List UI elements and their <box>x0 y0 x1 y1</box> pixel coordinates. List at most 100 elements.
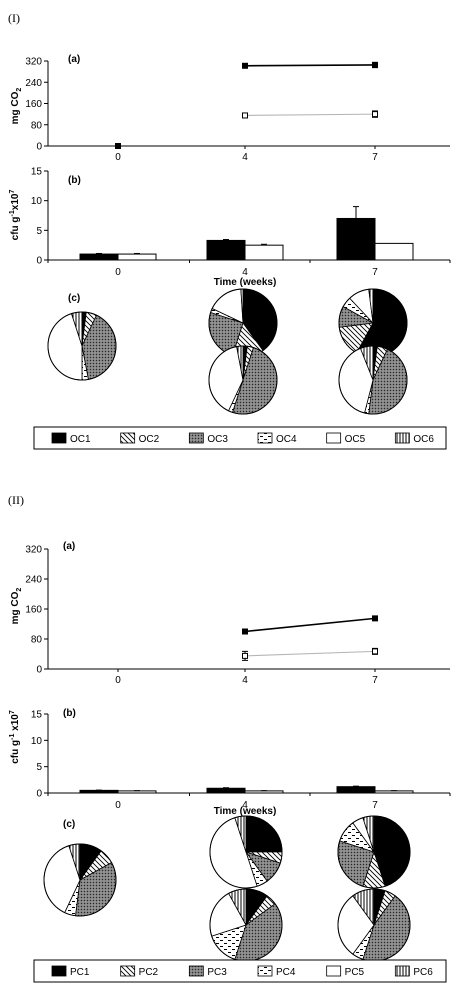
I-cfu-bar-series-1 <box>79 253 119 261</box>
I-co2-series-1-line <box>244 64 376 67</box>
II-cfu-ytick-label: 0 <box>36 789 42 800</box>
II-cfu-bar-series-1 <box>206 787 246 794</box>
II-cfu-bar-series-1 <box>336 786 376 794</box>
II-legend-label-PC5: PC5 <box>345 967 365 978</box>
I-legend-label-OC6: OC6 <box>413 434 434 445</box>
II-co2-ytick-label: 0 <box>36 665 42 676</box>
panel-I-c-label: (c) <box>68 293 80 304</box>
II-legend-swatch-PC1 <box>51 965 67 977</box>
I-cfu-xtick-label: 4 <box>242 267 248 278</box>
I-cfu-ytick-label: 5 <box>36 226 42 237</box>
panel-I-cfu-ylabel: cfu g-1x107 <box>9 190 21 241</box>
II-pie-1-outline <box>43 843 117 917</box>
II-cfu-bar-series-2 <box>374 790 414 794</box>
I-cfu-bar-series-2 <box>117 253 157 261</box>
I-co2-xtick-label: 7 <box>372 152 378 163</box>
I-legend-swatch-OC1 <box>51 432 67 444</box>
II-legend-label-PC6: PC6 <box>413 967 433 978</box>
II-legend-swatch-PC5 <box>326 965 342 977</box>
II-legend-swatch-PC2 <box>120 965 136 977</box>
I-legend-label-OC1: OC1 <box>70 434 91 445</box>
II-co2-series-2-line <box>244 650 376 657</box>
I-co2-point <box>372 61 378 68</box>
I-legend-swatch-OC6 <box>394 432 410 444</box>
II-cfu-bar-series-1 <box>79 789 119 794</box>
panel-I-label: (I) <box>8 11 20 25</box>
II-cfu-xtick-label: 0 <box>115 800 121 811</box>
II-cfu-ytick-label: 10 <box>31 736 43 747</box>
II-legend-label-PC3: PC3 <box>207 967 227 978</box>
II-cfu-ytick-label: 5 <box>36 762 42 773</box>
II-legend-swatch-PC4 <box>257 965 273 977</box>
I-co2-ytick-label: 240 <box>25 78 42 89</box>
I-co2-point <box>372 111 378 118</box>
II-legend-label-PC2: PC2 <box>139 967 159 978</box>
I-co2-point <box>242 62 248 69</box>
I-cfu-bar-series-1 <box>336 217 376 261</box>
I-co2-ytick-label: 320 <box>25 57 42 68</box>
I-cfu-bar-series-2 <box>374 242 414 261</box>
I-legend-swatch-OC2 <box>120 432 136 444</box>
I-cfu-ytick-label: 15 <box>31 167 43 178</box>
II-co2-ytick-label: 160 <box>25 605 42 616</box>
I-cfu-bar-series-1 <box>206 239 246 261</box>
I-pie-5-outline <box>338 345 408 415</box>
II-legend-box <box>33 959 447 983</box>
panel-II-xlabel: Time (weeks) <box>214 806 277 817</box>
II-co2-xtick-label: 0 <box>115 675 121 686</box>
II-co2-ytick-label: 80 <box>31 635 43 646</box>
I-pie-1-outline <box>47 311 117 381</box>
I-legend-label-OC2: OC2 <box>139 434 160 445</box>
I-legend-swatch-OC4 <box>257 432 273 444</box>
I-co2-ytick-label: 80 <box>31 120 43 131</box>
I-co2-xtick-label: 4 <box>242 152 248 163</box>
I-co2-xtick-label: 0 <box>115 152 121 163</box>
II-pie-2-outline <box>209 815 283 889</box>
I-legend-swatch-OC3 <box>188 432 204 444</box>
II-legend-swatch-PC3 <box>188 965 204 977</box>
II-co2-ytick-label: 240 <box>25 575 42 586</box>
I-cfu-xtick-label: 7 <box>372 267 378 278</box>
II-legend-swatch-PC6 <box>394 965 410 977</box>
I-legend-label-OC4: OC4 <box>276 434 297 445</box>
I-pie-4-outline <box>208 345 278 415</box>
II-co2-point <box>242 652 248 659</box>
II-cfu-xtick-label: 4 <box>242 800 248 811</box>
I-co2-ytick-label: 0 <box>36 142 42 153</box>
panel-II-a-label: (a) <box>63 541 75 552</box>
I-cfu-bar-series-2 <box>244 244 284 261</box>
panel-I-a-label: (a) <box>68 54 80 65</box>
II-pie-3-outline <box>337 815 411 889</box>
II-co2-point <box>242 628 248 635</box>
II-legend-label-PC1: PC1 <box>70 967 90 978</box>
panel-I-xlabel: Time (weeks) <box>214 277 277 288</box>
chart-layer: 0 80 160 240 320 0 4 7 0 5 10 15 0 4 7 OC1 OC2 OC3 OC4 OC5 O… <box>25 57 451 983</box>
I-legend-swatch-OC5 <box>326 432 342 444</box>
panel-I-co2-ylabel: mg CO2 <box>10 88 23 125</box>
II-co2-xtick-label: 4 <box>242 675 248 686</box>
I-co2-series-2-line <box>244 113 376 117</box>
I-co2-ytick-label: 160 <box>25 99 42 110</box>
panel-I-b-label: (b) <box>68 175 81 186</box>
panel-II-b-label: (b) <box>63 708 76 719</box>
II-co2-ytick-label: 320 <box>25 545 42 556</box>
I-co2-point <box>115 143 121 149</box>
II-co2-series-1-line <box>244 617 376 633</box>
panel-II-co2-ylabel: mg CO2 <box>10 588 23 625</box>
II-cfu-xtick-label: 7 <box>372 800 378 811</box>
I-legend-label-OC3: OC3 <box>207 434 228 445</box>
I-cfu-ytick-label: 10 <box>31 196 43 207</box>
II-cfu-bar-series-2 <box>244 790 284 794</box>
II-co2-point <box>372 648 378 655</box>
I-co2-point <box>242 112 248 119</box>
II-co2-xtick-label: 7 <box>372 675 378 686</box>
I-cfu-xtick-label: 0 <box>115 267 121 278</box>
panel-II-label: (II) <box>8 493 24 507</box>
I-legend-box <box>33 426 447 450</box>
panel-II-cfu-ylabel: cfu g-1 x107 <box>9 710 21 764</box>
II-cfu-bar-series-2 <box>117 790 157 794</box>
I-cfu-ytick-label: 0 <box>36 256 42 267</box>
II-legend-label-PC4: PC4 <box>276 967 296 978</box>
